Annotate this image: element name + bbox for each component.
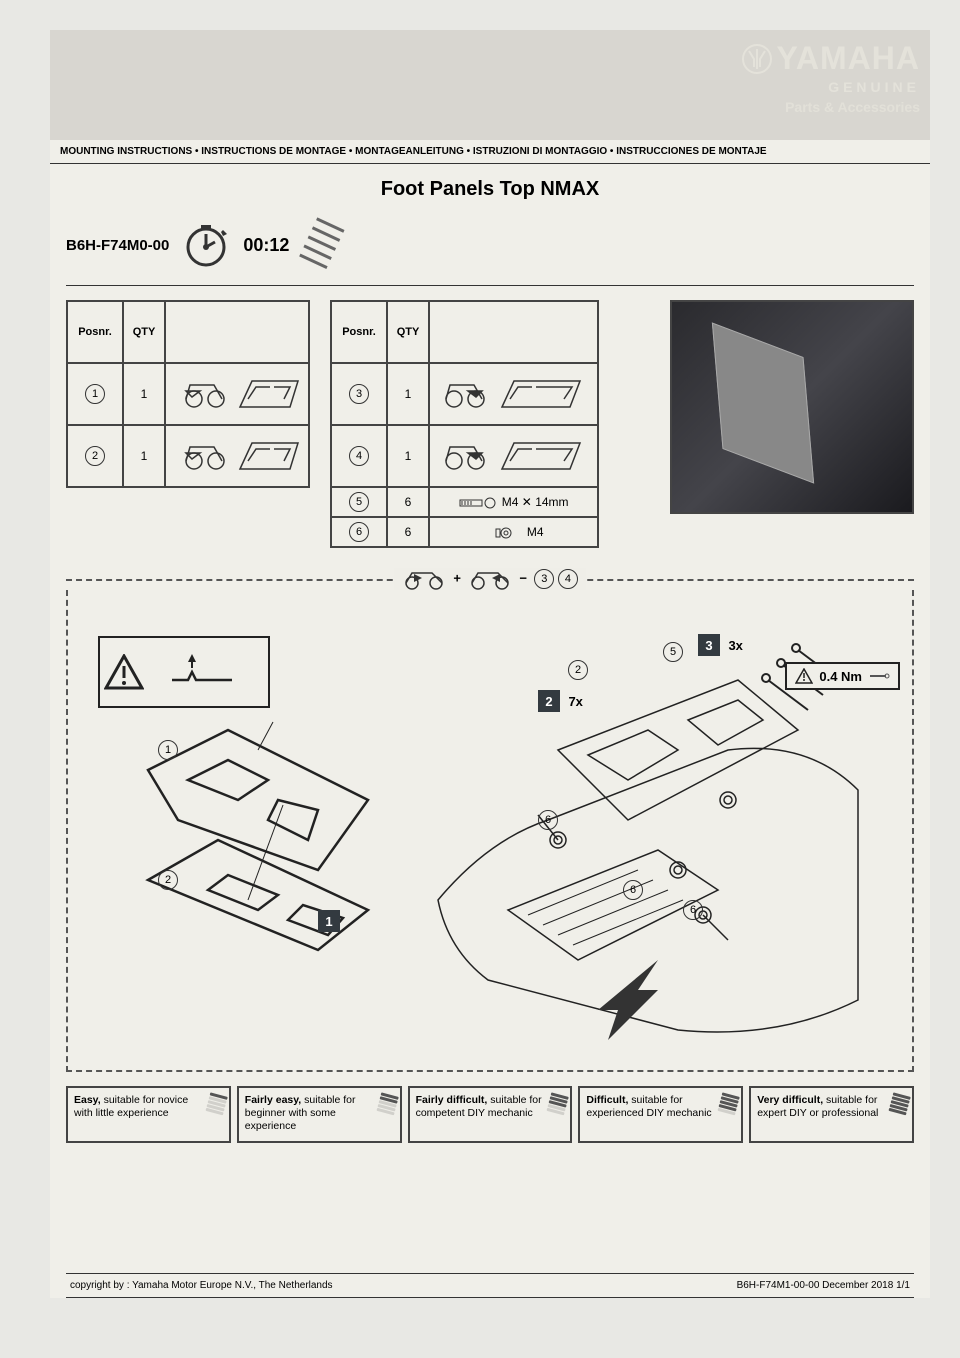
qty-5: 6 (387, 487, 429, 517)
step-2-box: 2 (538, 690, 560, 712)
col-qty: QTY (387, 301, 429, 363)
brand-name: YAMAHA (777, 40, 921, 77)
part-number: B6H-F74M0-00 (66, 237, 169, 254)
torque-value: 0.4 Nm (819, 669, 862, 684)
qty-4: 1 (387, 425, 429, 487)
col-qty: QTY (123, 301, 165, 363)
torque-wrench-icon (868, 668, 890, 684)
desc-5: M4 ✕ 14mm (429, 487, 598, 517)
diag-pos-5: 5 (663, 642, 683, 662)
qty-2: 1 (123, 425, 165, 487)
difficulty-cell: Very difficult, suitable for expert DIY … (749, 1086, 914, 1143)
copyright: copyright by : Yamaha Motor Europe N.V.,… (70, 1280, 333, 1291)
ref-4: 4 (558, 569, 578, 589)
difficulty-cell: Fairly easy, suitable for beginner with … (237, 1086, 402, 1143)
header-band: YAMAHA GENUINE Parts & Accessories (50, 30, 930, 140)
brand-line3: Parts & Accessories (741, 99, 921, 115)
tuning-fork-icon (741, 43, 773, 75)
step-3-count: 3x (728, 638, 742, 653)
document-title: Foot Panels Top NMAX (50, 178, 930, 201)
parts-table-2: Posnr. QTY 3 1 (330, 300, 599, 548)
ref-3: 3 (534, 569, 554, 589)
qty-6: 6 (387, 517, 429, 547)
diag-pos-6c: 6 (683, 900, 703, 920)
illus-1 (165, 363, 309, 425)
difficulty-cell: Difficult, suitable for experienced DIY … (578, 1086, 743, 1143)
posnr-5: 5 (349, 492, 369, 512)
scooter-right-icon (468, 568, 512, 590)
col-illus (429, 301, 598, 363)
warning-icon (104, 654, 144, 690)
illus-3 (429, 363, 598, 425)
clip-icon (152, 652, 242, 692)
col-posnr: Posnr. (331, 301, 387, 363)
clock-icon (181, 220, 231, 270)
product-photo (670, 300, 914, 514)
step-3-box: 3 (698, 634, 720, 656)
scooter-left-icon (402, 568, 446, 590)
posnr-6: 6 (349, 522, 369, 542)
warning-callout (98, 636, 270, 708)
difficulty-cell: Fairly difficult, suitable for competent… (408, 1086, 573, 1143)
install-time: 00:12 (243, 235, 289, 256)
part-info-strip: B6H-F74M0-00 00:12 (66, 215, 914, 286)
col-illus (165, 301, 309, 363)
step-2-count: 7x (568, 694, 582, 709)
diag-pos-6b: 6 (623, 880, 643, 900)
posnr-3: 3 (349, 384, 369, 404)
warning-icon (795, 668, 813, 684)
posnr-1: 1 (85, 384, 105, 404)
step-1-box: 1 (318, 910, 340, 932)
brand-logo: YAMAHA GENUINE Parts & Accessories (741, 40, 921, 115)
desc-6: M4 (429, 517, 598, 547)
assembly-diagram: 1 2 1 (66, 590, 914, 1072)
posnr-4: 4 (349, 446, 369, 466)
posnr-2: 2 (85, 446, 105, 466)
doc-ref: B6H-F74M1-00-00 December 2018 1/1 (737, 1280, 910, 1291)
illus-4 (429, 425, 598, 487)
torque-callout: 0.4 Nm (785, 662, 900, 690)
parts-table-1: Posnr. QTY 1 1 (66, 300, 310, 488)
col-posnr: Posnr. (67, 301, 123, 363)
difficulty-cell: Easy, suitable for novice with little ex… (66, 1086, 231, 1143)
diag-pos-2: 2 (158, 870, 178, 890)
assembly-drawing (428, 640, 868, 1060)
wrenches-icon (291, 209, 353, 280)
qty-1: 1 (123, 363, 165, 425)
footer: copyright by : Yamaha Motor Europe N.V.,… (66, 1273, 914, 1298)
diag-pos-1: 1 (158, 740, 178, 760)
qty-3: 1 (387, 363, 429, 425)
brand-line2: GENUINE (741, 79, 921, 95)
difficulty-legend: Easy, suitable for novice with little ex… (66, 1086, 914, 1143)
assembly-legend: + − 3 4 (66, 568, 914, 590)
diag-pos-6a: 6 (538, 810, 558, 830)
illus-2 (165, 425, 309, 487)
diag-pos-2b: 2 (568, 660, 588, 680)
language-bar: MOUNTING INSTRUCTIONS • INSTRUCTIONS DE … (50, 140, 930, 164)
